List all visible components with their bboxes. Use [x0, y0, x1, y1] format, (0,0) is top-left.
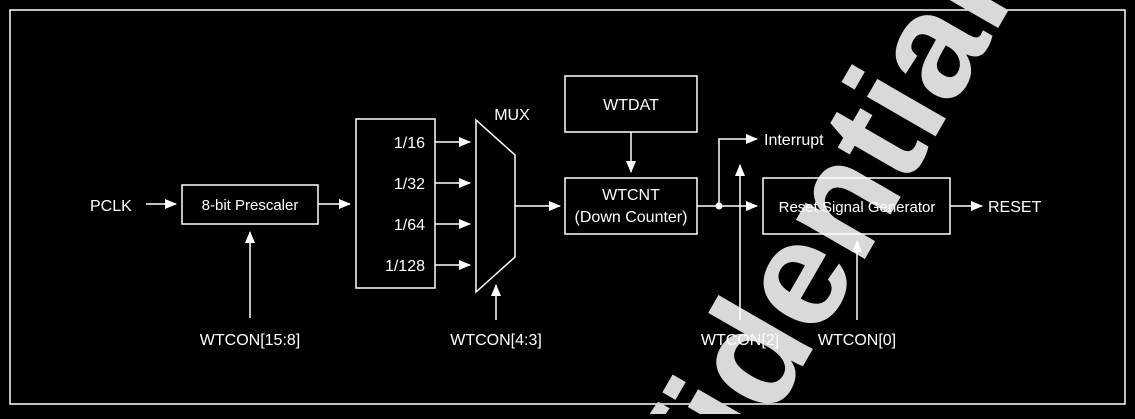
interrupt-arrow: [718, 134, 758, 206]
diagram-frame: [9, 9, 1126, 405]
prescaler-ctrl-label: WTCON[15:8]: [200, 332, 300, 349]
reset-ctrl-label: WTCON[0]: [818, 332, 896, 349]
mux-label: MUX: [494, 107, 530, 124]
reset-generator-label: Reset Signal Generator: [779, 199, 936, 216]
prescaler-label: 8-bit Prescaler: [202, 197, 299, 214]
mux-ctrl-label: WTCON[4:3]: [450, 332, 542, 349]
divider-block: [355, 118, 436, 289]
interrupt-ctrl-label: WTCON[2]: [701, 332, 779, 349]
wtcnt-title: WTCNT: [602, 187, 660, 204]
pclk-label: PCLK: [90, 198, 132, 215]
mux-block: [475, 118, 516, 294]
divider-ratio-1-32: 1/32: [394, 176, 425, 193]
divider-ratio-1-16: 1/16: [394, 135, 425, 152]
wtcnt-subtitle: (Down Counter): [575, 209, 688, 226]
wtdat-label: WTDAT: [603, 97, 659, 114]
divider-ratio-1-64: 1/64: [394, 217, 425, 234]
interrupt-label: Interrupt: [764, 132, 824, 149]
reset-label: RESET: [988, 199, 1042, 216]
divider-ratio-1-128: 1/128: [385, 258, 425, 275]
